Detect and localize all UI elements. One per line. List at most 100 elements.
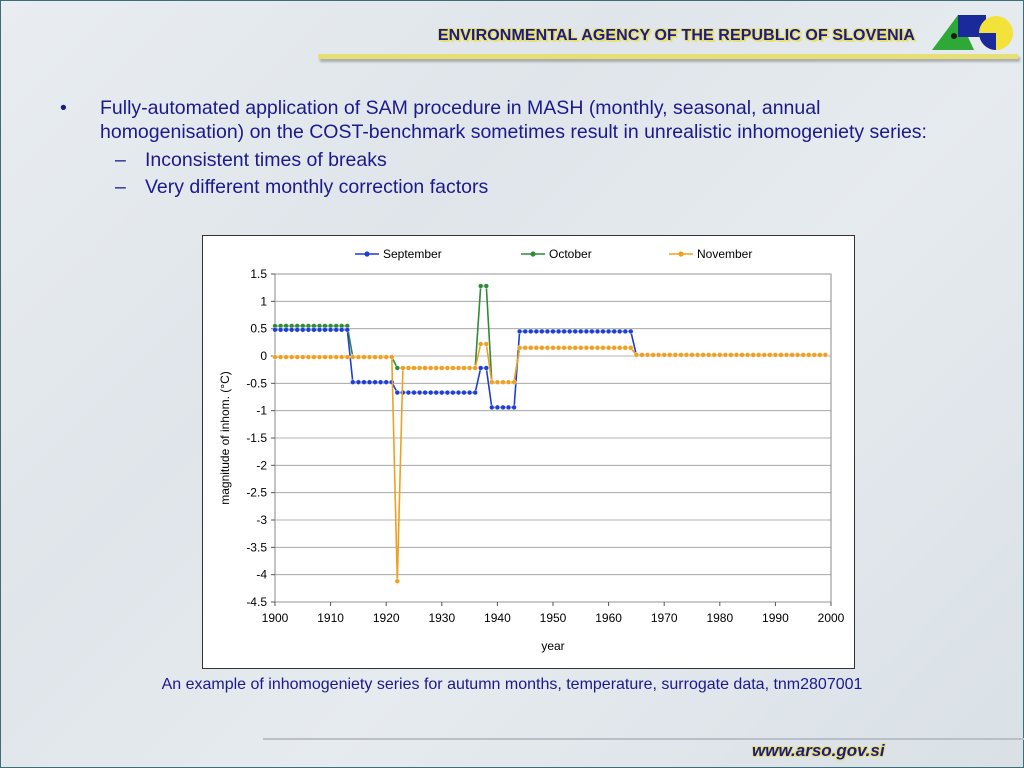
y-tick-label: -1.5 (246, 431, 267, 445)
data-point-september (606, 328, 612, 335)
y-tick-label: -3.5 (246, 540, 267, 554)
data-point-september (472, 390, 478, 396)
data-point-september (433, 390, 439, 396)
data-point-september (567, 328, 573, 335)
data-point-september (316, 327, 323, 333)
data-point-november (789, 352, 795, 358)
data-point-november (339, 354, 345, 360)
data-point-september (583, 328, 590, 335)
data-point-september (528, 328, 534, 335)
data-point-september (544, 328, 551, 335)
bullet-marker: • (60, 97, 67, 119)
data-point-september (311, 327, 317, 333)
data-point-november (711, 352, 717, 358)
footer-url[interactable]: www.arso.gov.si (752, 741, 885, 760)
data-point-november (722, 352, 729, 358)
logo-quarter (979, 33, 996, 50)
data-point-november (467, 365, 473, 371)
data-point-november (355, 354, 362, 360)
data-point-november (739, 352, 745, 358)
data-point-november (622, 345, 628, 351)
data-point-november (350, 354, 356, 360)
data-point-november (700, 352, 706, 358)
data-point-november (772, 352, 779, 358)
data-point-november (322, 354, 328, 360)
sub-bullet-marker: – (115, 176, 126, 198)
data-point-september (428, 390, 434, 396)
data-point-november (494, 379, 501, 385)
y-tick-label: -2 (256, 458, 267, 472)
y-tick-label: -4 (256, 568, 267, 582)
data-point-september (339, 327, 345, 333)
data-point-november (733, 352, 740, 358)
data-point-november (717, 352, 723, 358)
data-point-september (305, 327, 312, 333)
x-tick-label: 1960 (595, 611, 622, 625)
data-point-november (728, 352, 734, 358)
y-tick-label: -0.5 (246, 376, 267, 390)
data-point-september (344, 327, 350, 333)
data-point-november (611, 345, 617, 351)
data-point-november (433, 365, 439, 371)
data-point-november (678, 352, 684, 358)
legend-marker-september (364, 251, 370, 257)
data-point-september (289, 327, 295, 333)
data-point-september (550, 328, 556, 335)
header-rule (318, 54, 1018, 59)
data-point-november (389, 354, 395, 360)
y-tick-label: -3 (256, 513, 267, 527)
data-point-november (522, 345, 528, 351)
sub-bullet-text: Inconsistent times of breaks (145, 149, 387, 171)
data-point-november (817, 352, 823, 358)
sub-bullet-marker: – (115, 149, 126, 171)
data-point-november (361, 354, 367, 360)
sub-bullet-text: Very different monthly correction factor… (145, 176, 489, 198)
data-point-september (522, 328, 528, 335)
data-point-november (822, 352, 829, 358)
data-point-november (428, 365, 434, 371)
x-tick-label: 1990 (762, 611, 789, 625)
data-point-september (572, 328, 578, 335)
data-point-november (483, 341, 489, 347)
data-point-september (422, 390, 428, 396)
chart-caption: An example of inhomogeniety series for a… (161, 676, 863, 693)
footer-rule (263, 738, 1024, 740)
x-tick-label: 2000 (818, 611, 845, 625)
data-point-september (517, 328, 523, 335)
data-point-september (322, 327, 328, 333)
data-point-november (683, 352, 690, 358)
chart-container: 1.5 1 0.5 0 -0.5 -1 -1.5 -2 -2.5 -3 -3.5 -4 -4.5 1900… (202, 235, 855, 669)
data-point-november (606, 345, 612, 351)
x-tick-label: 1970 (651, 611, 678, 625)
data-point-november (505, 379, 512, 385)
data-point-november (539, 345, 545, 351)
data-point-november (672, 352, 678, 358)
data-point-september (439, 390, 445, 396)
data-point-november (455, 365, 462, 371)
bullet-main: • Fully-automated application of SAM pro… (60, 96, 960, 144)
data-point-november (394, 578, 400, 584)
y-tick-label: -2.5 (246, 486, 267, 500)
data-point-september (405, 390, 412, 396)
data-point-november (422, 365, 428, 371)
data-point-november (472, 365, 478, 371)
data-point-september (455, 390, 462, 396)
x-tick-label: 1950 (540, 611, 567, 625)
data-point-september (561, 328, 567, 335)
data-point-september (372, 379, 378, 385)
data-point-november (572, 345, 578, 351)
data-point-november (617, 345, 623, 351)
data-point-september (556, 328, 562, 335)
y-tick-label: 1 (260, 294, 267, 308)
data-point-november (656, 352, 662, 358)
data-point-november (756, 352, 762, 358)
data-point-november (689, 352, 695, 358)
data-point-november (744, 352, 751, 358)
data-point-november (811, 352, 817, 358)
data-point-november (327, 354, 334, 360)
data-point-november (417, 365, 423, 371)
sub-bullet-2: – Very different monthly correction fact… (60, 175, 960, 199)
data-point-november (767, 352, 773, 358)
x-tick-label: 1900 (262, 611, 289, 625)
data-point-november (561, 345, 567, 351)
